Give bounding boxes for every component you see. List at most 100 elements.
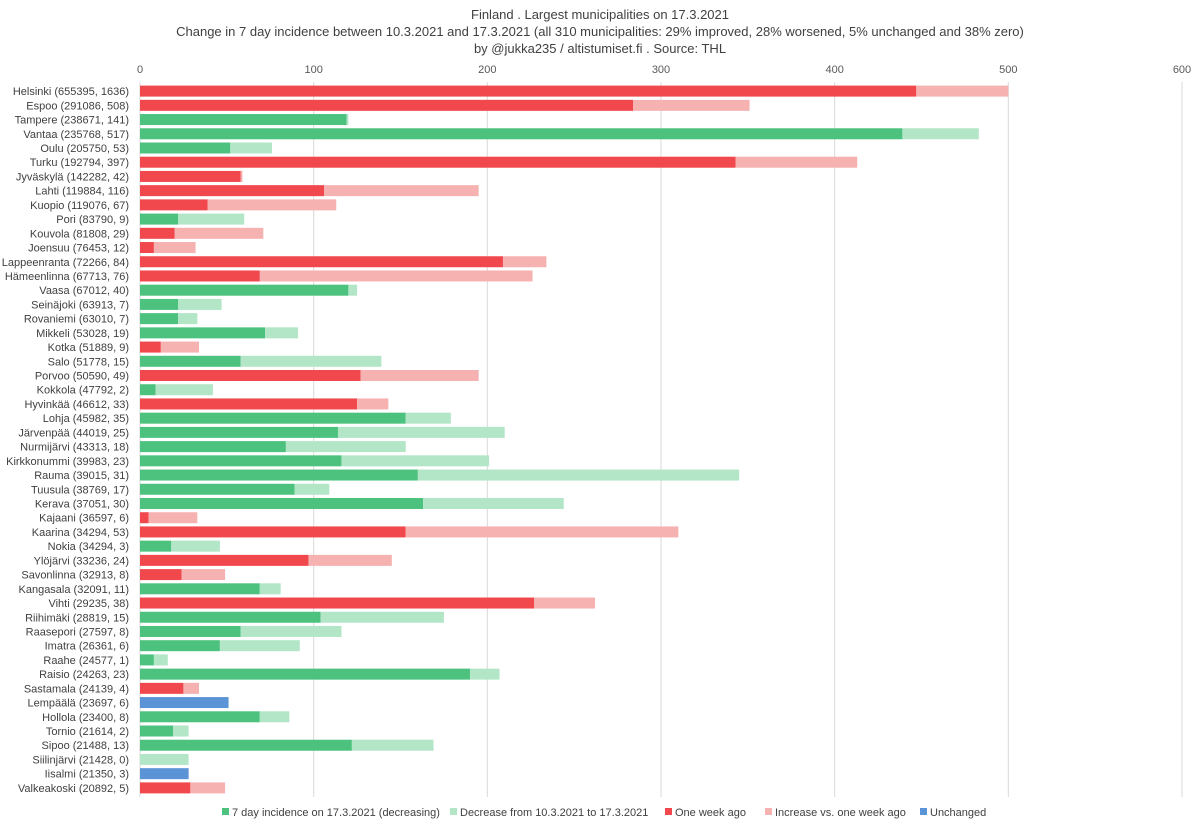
category-label: Kirkkonummi (39983, 23) <box>6 456 129 468</box>
legend: 7 day incidence on 17.3.2021 (decreasing… <box>222 807 986 819</box>
category-label: Iisalmi (21350, 3) <box>45 769 129 781</box>
category-label: Järvenpää (44019, 25) <box>18 427 129 439</box>
category-label: Lempäälä (23697, 6) <box>27 698 129 710</box>
bar-segment <box>140 654 154 666</box>
bar-segment <box>240 170 243 182</box>
bar-segment <box>240 355 382 367</box>
bar-segment <box>348 284 358 296</box>
x-tick-label: 400 <box>825 64 843 76</box>
bar-segment <box>140 270 260 282</box>
category-label: Jyväskylä (142282, 42) <box>16 171 129 183</box>
bar-segment <box>140 739 352 751</box>
bar-segment <box>341 455 490 467</box>
bar-segment <box>148 512 198 524</box>
bar-segment <box>405 526 679 538</box>
x-axis: 0 100 200 300 400 500 600 <box>137 64 1191 76</box>
bar-segment <box>360 370 479 382</box>
bar-segment <box>140 199 208 211</box>
bar-segment <box>633 99 750 111</box>
legend-swatch <box>665 808 672 815</box>
category-label: Kokkola (47792, 2) <box>37 385 129 397</box>
category-label: Joensuu (76453, 12) <box>28 243 129 255</box>
bar-segment <box>140 170 241 182</box>
category-label: Mikkeli (53028, 19) <box>36 328 129 340</box>
bar-segment <box>140 441 286 453</box>
bar-segment <box>160 341 200 353</box>
x-tick-label: 200 <box>478 64 496 76</box>
bar-segment <box>337 426 505 438</box>
bar-segment <box>140 668 470 680</box>
legend-swatch <box>222 808 229 815</box>
bar-segment <box>140 554 309 566</box>
bar-segment <box>140 327 266 339</box>
x-tick-label: 500 <box>999 64 1017 76</box>
bar-segment <box>153 654 168 666</box>
bar-segment <box>140 782 191 794</box>
bar-segment <box>417 469 740 481</box>
bar-segment <box>140 398 358 410</box>
category-label: Turku (192794, 397) <box>30 157 129 169</box>
category-label: Sastamala (24139, 4) <box>24 683 129 695</box>
bar-segment <box>181 569 226 581</box>
category-label: Helsinki (655395, 1636) <box>13 86 129 98</box>
bar-segment <box>405 412 451 424</box>
category-label: Kangasala (32091, 11) <box>19 584 130 596</box>
category-label: Kajaani (36597, 6) <box>39 513 129 525</box>
bar-segment <box>140 412 406 424</box>
category-label: Raasepori (27597, 8) <box>26 626 129 638</box>
category-label: Seinäjoki (63913, 7) <box>31 299 129 311</box>
category-label: Rauma (39015, 31) <box>34 470 129 482</box>
bar-segment <box>190 782 226 794</box>
bar-segment <box>171 540 220 552</box>
category-label: Kotka (51889, 9) <box>48 342 129 354</box>
bar-segment <box>502 256 547 268</box>
bar-segment <box>140 114 347 126</box>
legend-item: One week ago <box>665 807 746 819</box>
category-label: Ylöjärvi (33236, 24) <box>34 555 129 567</box>
bar-segment <box>140 483 295 495</box>
category-label: Raisio (24263, 23) <box>39 669 129 681</box>
bar-segment <box>140 384 156 396</box>
category-label: Kerava (37051, 30) <box>35 498 129 510</box>
category-label: Kuopio (119076, 67) <box>30 200 129 212</box>
bar-segment <box>140 697 229 709</box>
category-label: Porvoo (50590, 49) <box>35 371 129 383</box>
legend-swatch <box>920 808 927 815</box>
category-label: Riihimäki (28819, 15) <box>25 612 129 624</box>
category-label: Raahe (24577, 1) <box>43 655 129 667</box>
bar-segment <box>140 625 241 637</box>
bar-segment <box>140 284 349 296</box>
bar-segment <box>140 298 179 310</box>
category-label: Nokia (34294, 3) <box>48 541 129 553</box>
legend-label: Unchanged <box>930 807 986 819</box>
bar-segment <box>178 213 245 225</box>
category-label: Valkeakoski (20892, 5) <box>18 783 129 795</box>
bar-segment <box>351 739 434 751</box>
category-label: Kaarina (34294, 53) <box>32 527 129 539</box>
bar-segment <box>259 270 533 282</box>
category-label: Vaasa (67012, 40) <box>39 285 129 297</box>
x-tick-label: 0 <box>137 64 143 76</box>
x-tick-label: 300 <box>652 64 670 76</box>
bar-segment <box>916 85 1009 97</box>
category-label: Sipoo (21488, 13) <box>42 740 129 752</box>
legend-swatch <box>450 808 457 815</box>
legend-label: Decrease from 10.3.2021 to 17.3.2021 <box>460 807 648 819</box>
bar-segment <box>140 227 175 239</box>
category-label: Hyvinkää (46612, 33) <box>24 399 129 411</box>
legend-label: One week ago <box>675 807 746 819</box>
category-label: Espoo (291086, 508) <box>26 100 129 112</box>
legend-item: 7 day incidence on 17.3.2021 (decreasing… <box>222 807 440 819</box>
bar-segment <box>140 213 179 225</box>
category-label: Vihti (29235, 38) <box>48 598 129 610</box>
bar-segment <box>155 384 213 396</box>
category-labels: Helsinki (655395, 1636) Espoo (291086, 50… <box>2 86 129 795</box>
bar-segment <box>423 497 564 509</box>
bar-segment <box>140 512 149 524</box>
bar-segment <box>174 227 264 239</box>
category-label: Oulu (205750, 53) <box>40 143 129 155</box>
category-label: Tornio (21614, 2) <box>46 726 129 738</box>
bar-segment <box>183 682 200 694</box>
bar-segment <box>346 114 349 126</box>
category-label: Kouvola (81808, 29) <box>30 228 129 240</box>
